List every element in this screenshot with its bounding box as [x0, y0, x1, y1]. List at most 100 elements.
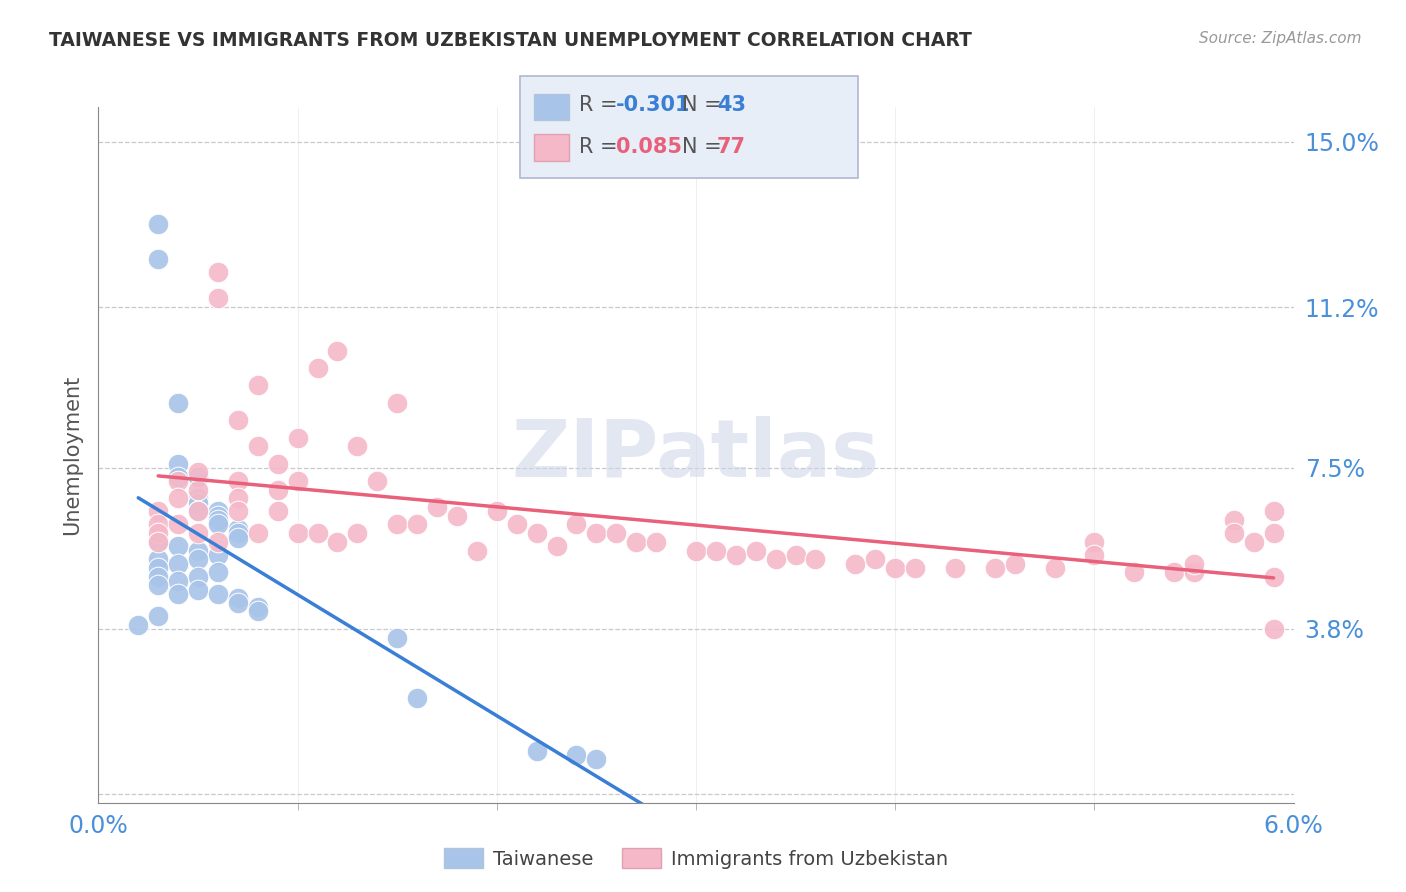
Point — [1083, 548, 1105, 562]
Point — [167, 457, 190, 471]
Point — [207, 548, 229, 562]
Point — [984, 561, 1007, 575]
Point — [426, 500, 449, 514]
Point — [385, 517, 409, 532]
Point — [167, 469, 190, 483]
Point — [127, 617, 149, 632]
Point — [446, 508, 468, 523]
Legend: Taiwanese, Immigrants from Uzbekistan: Taiwanese, Immigrants from Uzbekistan — [436, 840, 956, 877]
Point — [385, 631, 409, 645]
Point — [187, 469, 209, 483]
Point — [187, 582, 209, 597]
Point — [406, 691, 429, 706]
Text: N =: N = — [682, 137, 728, 157]
Point — [406, 517, 429, 532]
Point — [207, 566, 229, 580]
Point — [167, 396, 190, 410]
Point — [187, 504, 209, 518]
Point — [187, 504, 209, 518]
Point — [765, 552, 787, 566]
Point — [1182, 557, 1205, 571]
Point — [1243, 534, 1265, 549]
Point — [148, 608, 170, 623]
Point — [187, 526, 209, 541]
Point — [148, 218, 170, 232]
Point — [246, 600, 269, 615]
Point — [943, 561, 966, 575]
Point — [685, 543, 707, 558]
Point — [585, 526, 607, 541]
Point — [246, 378, 269, 392]
Point — [267, 483, 290, 497]
Point — [226, 413, 249, 427]
Point — [1263, 622, 1285, 636]
Point — [207, 587, 229, 601]
Point — [148, 534, 170, 549]
Point — [605, 526, 627, 541]
Text: R =: R = — [579, 95, 624, 115]
Point — [148, 504, 170, 518]
Point — [1263, 570, 1285, 584]
Point — [485, 504, 508, 518]
Point — [326, 534, 349, 549]
Point — [207, 534, 229, 549]
Point — [148, 526, 170, 541]
Point — [148, 534, 170, 549]
Point — [207, 265, 229, 279]
Point — [465, 543, 488, 558]
Point — [226, 522, 249, 536]
Text: N =: N = — [682, 95, 728, 115]
Point — [287, 431, 309, 445]
Point — [207, 513, 229, 527]
Point — [187, 543, 209, 558]
Text: Source: ZipAtlas.com: Source: ZipAtlas.com — [1198, 31, 1361, 46]
Text: 77: 77 — [717, 137, 747, 157]
Point — [148, 517, 170, 532]
Point — [704, 543, 727, 558]
Point — [287, 474, 309, 488]
Point — [226, 531, 249, 545]
Point — [148, 570, 170, 584]
Point — [645, 534, 668, 549]
Point — [1263, 504, 1285, 518]
Point — [565, 517, 588, 532]
Text: -0.301: -0.301 — [616, 95, 690, 115]
Point — [167, 474, 190, 488]
Point — [804, 552, 827, 566]
Point — [1223, 526, 1246, 541]
Point — [884, 561, 907, 575]
Point — [1182, 566, 1205, 580]
Point — [1043, 561, 1066, 575]
Text: 0.085: 0.085 — [616, 137, 682, 157]
Point — [226, 491, 249, 506]
Point — [187, 491, 209, 506]
Point — [1163, 566, 1185, 580]
Point — [187, 496, 209, 510]
Point — [385, 396, 409, 410]
Point — [565, 747, 588, 762]
Point — [745, 543, 768, 558]
Point — [246, 439, 269, 453]
Point — [287, 526, 309, 541]
Point — [187, 570, 209, 584]
Point — [207, 504, 229, 518]
Point — [246, 526, 269, 541]
Point — [207, 291, 229, 305]
Text: 43: 43 — [717, 95, 747, 115]
Point — [167, 557, 190, 571]
Point — [167, 574, 190, 588]
Point — [1123, 566, 1146, 580]
Point — [226, 591, 249, 606]
Point — [187, 483, 209, 497]
Point — [267, 457, 290, 471]
Point — [1263, 526, 1285, 541]
Point — [1083, 534, 1105, 549]
Point — [904, 561, 927, 575]
Text: ZIPatlas: ZIPatlas — [512, 416, 880, 494]
Point — [724, 548, 747, 562]
Text: TAIWANESE VS IMMIGRANTS FROM UZBEKISTAN UNEMPLOYMENT CORRELATION CHART: TAIWANESE VS IMMIGRANTS FROM UZBEKISTAN … — [49, 31, 972, 50]
Point — [346, 526, 368, 541]
Point — [167, 587, 190, 601]
Point — [148, 578, 170, 592]
Point — [307, 526, 329, 541]
